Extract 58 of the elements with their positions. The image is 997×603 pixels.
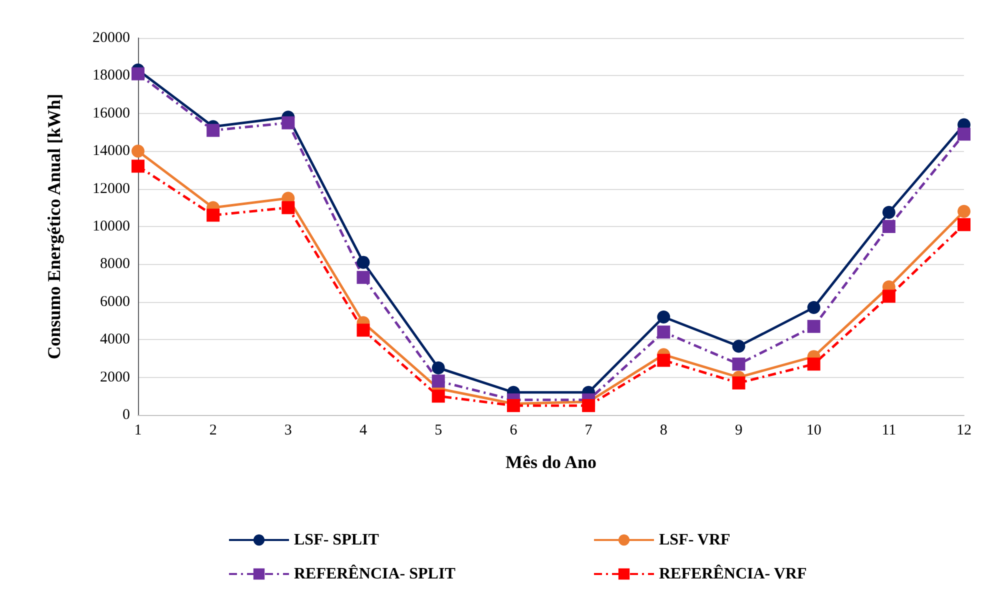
point (356, 256, 370, 269)
point (132, 160, 144, 173)
x-tick-label: 3 (284, 422, 292, 438)
point (356, 324, 370, 337)
point (432, 390, 445, 403)
x-axis-title: Mês do Ano (505, 452, 597, 472)
point (807, 320, 820, 333)
point (356, 270, 370, 284)
point (882, 290, 896, 303)
y-tick-label: 4000 (100, 332, 130, 348)
point (958, 204, 970, 218)
y-tick-label: 6000 (100, 294, 130, 310)
point (657, 326, 670, 339)
y-axis-title: Consumo Energético Anual [kWh] (44, 94, 64, 360)
point (432, 374, 445, 388)
point (958, 218, 970, 232)
point (732, 340, 746, 353)
x-tick-label: 10 (806, 422, 822, 438)
x-tick-label: 5 (434, 422, 442, 438)
point (657, 354, 670, 367)
point (807, 358, 820, 371)
point (882, 206, 896, 219)
x-tick-label: 4 (360, 422, 368, 438)
point (732, 376, 746, 390)
x-tick-label: 9 (734, 422, 742, 438)
legend-label: LSF- SPLIT (294, 532, 380, 548)
point (206, 124, 220, 137)
point (807, 301, 820, 314)
point (882, 220, 896, 233)
point (282, 201, 295, 214)
y-tick-label: 12000 (92, 180, 130, 197)
legend-label: REFERÊNCIA- SPLIT (294, 564, 456, 582)
legend-label: LSF- VRF (659, 532, 730, 548)
x-tick-label: 8 (660, 422, 668, 438)
point (732, 358, 746, 371)
x-tick-label: 6 (510, 422, 518, 438)
y-tick-label: 18000 (92, 68, 130, 84)
point (958, 128, 970, 141)
x-tick-label: 2 (209, 422, 217, 438)
point (657, 310, 670, 324)
legend-label: REFERÊNCIA- VRF (659, 564, 807, 582)
x-tick-label: 7 (584, 422, 593, 438)
point (206, 208, 220, 222)
x-tick-label: 1 (134, 422, 142, 438)
y-tick-label: 10000 (92, 218, 130, 234)
y-tick-label: 8000 (100, 256, 130, 272)
x-tick-label: 12 (956, 422, 972, 438)
point (432, 361, 445, 374)
point (132, 144, 144, 158)
y-tick-label: 0 (122, 407, 130, 423)
y-tick-label: 2000 (100, 369, 130, 386)
y-tick-label: 16000 (92, 105, 130, 122)
y-tick-label: 14000 (92, 143, 130, 160)
y-tick-label: 20000 (92, 30, 130, 46)
x-tick-label: 11 (882, 422, 896, 438)
point (282, 116, 295, 130)
point (132, 67, 144, 80)
point (582, 399, 596, 412)
